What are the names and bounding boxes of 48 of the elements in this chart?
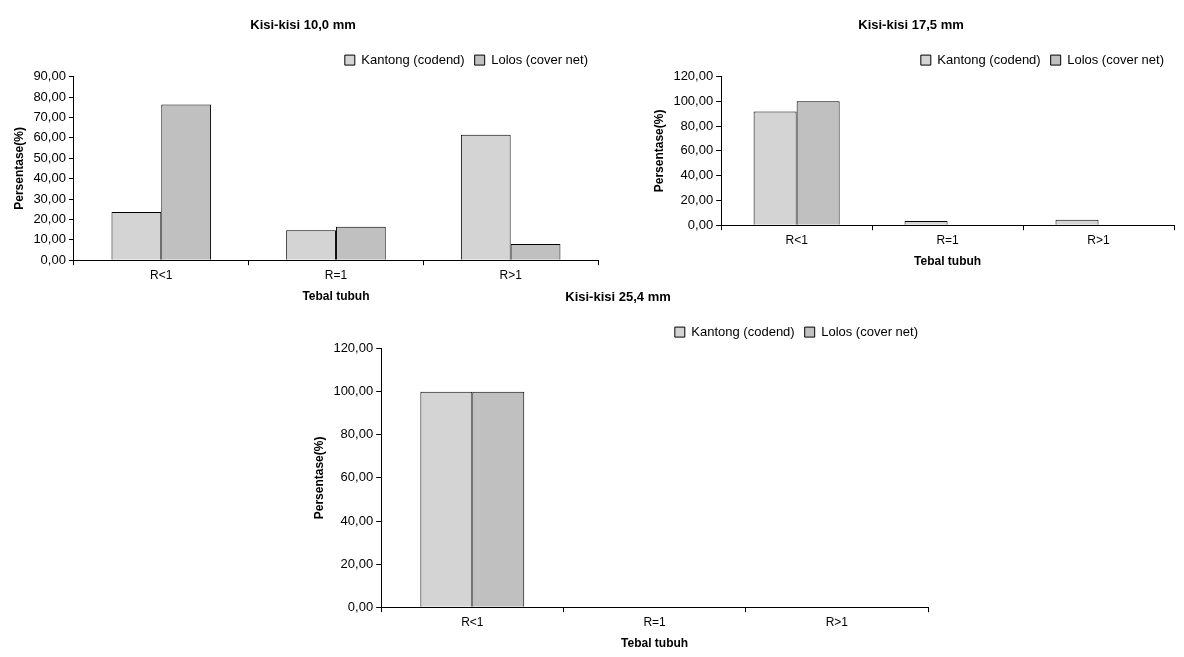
x-tick-label: R=1 xyxy=(936,232,960,247)
x-tick-label: R=1 xyxy=(643,614,667,629)
y-tick-label: 80,00 xyxy=(340,426,374,442)
y-tick-label: 60,00 xyxy=(33,129,66,145)
y-tick-label: 30,00 xyxy=(33,190,66,206)
y-tick-label: 0,00 xyxy=(347,598,374,614)
y-axis-title: Persentase(%) xyxy=(11,127,26,210)
chart-title: Kisi-kisi 10,0 mm xyxy=(250,17,356,33)
y-tick-label: 20,00 xyxy=(680,192,714,208)
y-tick-label: 20,00 xyxy=(340,555,374,571)
legend-label: Lolos (cover net) xyxy=(491,51,589,67)
legend-label: Lolos (cover net) xyxy=(1067,51,1165,67)
y-tick-label: 120,00 xyxy=(673,68,714,84)
x-tick-label: R>1 xyxy=(825,614,849,629)
y-tick-label: 100,00 xyxy=(333,383,374,399)
x-tick-label: R<1 xyxy=(461,614,484,629)
legend-label: Kantong (codend) xyxy=(937,51,1041,67)
y-tick-label: 90,00 xyxy=(33,68,66,84)
y-tick-label: 100,00 xyxy=(673,92,714,108)
chart-title: Kisi-kisi 17,5 mm xyxy=(858,17,964,33)
x-tick-label: R<1 xyxy=(150,267,173,282)
legend-label: Kantong (codend) xyxy=(691,323,795,339)
y-tick-label: 60,00 xyxy=(340,469,374,485)
y-tick-label: 0,00 xyxy=(687,216,714,232)
legend-label: Lolos (cover net) xyxy=(821,323,919,339)
x-tick-label: R>1 xyxy=(1087,232,1111,247)
chart-title: Kisi-kisi 25,4 mm xyxy=(565,289,671,305)
x-tick-label: R>1 xyxy=(499,267,523,282)
y-tick-label: 20,00 xyxy=(33,210,66,226)
x-axis-title: Tebal tubuh xyxy=(914,254,982,269)
x-tick-label: R<1 xyxy=(785,232,809,247)
x-axis-title: Tebal tubuh xyxy=(621,636,689,651)
x-tick-label: R=1 xyxy=(324,267,348,282)
y-axis-title: Persentase(%) xyxy=(651,109,666,193)
y-axis-title: Persentase(%) xyxy=(311,436,326,520)
y-tick-label: 60,00 xyxy=(680,142,714,158)
y-tick-label: 40,00 xyxy=(33,170,66,186)
y-tick-label: 40,00 xyxy=(680,167,714,183)
y-tick-label: 70,00 xyxy=(33,108,66,124)
y-tick-label: 10,00 xyxy=(33,231,66,247)
y-tick-label: 120,00 xyxy=(333,340,374,356)
y-tick-label: 40,00 xyxy=(340,512,374,528)
y-tick-label: 80,00 xyxy=(680,117,714,133)
legend-label: Kantong (codend) xyxy=(361,51,465,67)
y-tick-label: 80,00 xyxy=(33,88,66,104)
x-axis-title: Tebal tubuh xyxy=(302,289,370,304)
y-tick-label: 0,00 xyxy=(40,251,66,267)
y-tick-label: 50,00 xyxy=(33,149,66,165)
